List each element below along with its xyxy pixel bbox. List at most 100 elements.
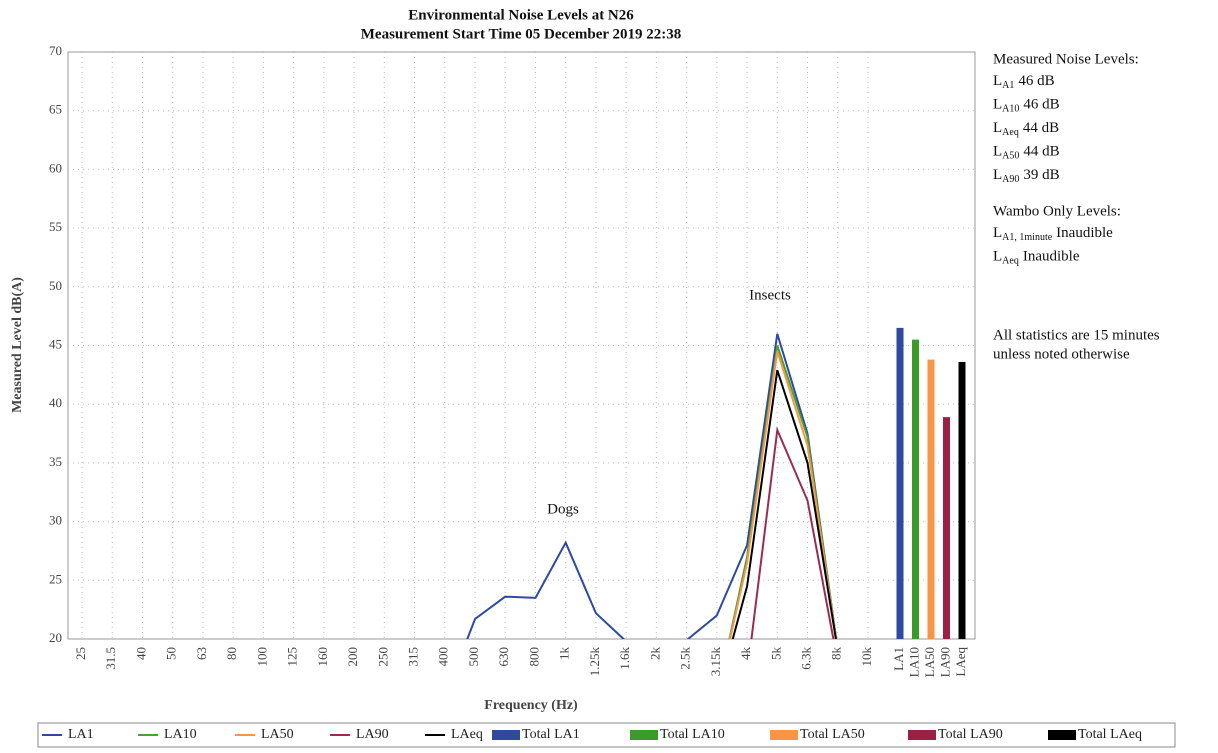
y-tick-label: 35 [49,454,62,469]
note-item: LAeq Inaudible [993,249,1080,267]
x-tick-label: 160 [315,647,330,667]
note-text: 46 dB [1023,97,1059,113]
note-sub: A90 [1002,174,1019,185]
legend-label: LA1 [68,727,94,742]
legend-swatch [1048,730,1076,740]
x-tick-label: 50 [164,647,179,660]
x-tick-label: 1.25k [587,647,602,677]
x-axis-title: Frequency (Hz) [484,698,578,713]
x-tick-label: 1.6k [617,647,632,670]
note-text: 46 dB [1018,73,1054,89]
y-tick-label: 40 [49,395,62,410]
legend-label: LA50 [261,727,294,742]
x-tick-label: 3.15k [708,647,723,677]
note: Measured Noise Levels: [993,51,1139,67]
y-tick-label: 50 [49,278,62,293]
note-sub: Aeq [1002,256,1019,267]
legend-label: LA10 [164,727,197,742]
bar [958,361,966,639]
note: All statistics are 15 minutes [993,327,1160,343]
series-line [728,351,838,639]
x-tick-label: 8k [829,647,844,661]
y-axis-title: Measured Level dB(A) [10,277,25,413]
x-tick-label: LA10 [906,647,921,677]
series-line [466,333,838,639]
x-tick-label: 100 [254,647,269,667]
chart-title: Environmental Noise Levels at N26 [408,7,634,23]
bar [896,327,904,639]
x-tick-label: 10k [859,647,874,667]
bar [912,339,919,639]
note-text: Inaudible [1056,225,1113,241]
note-text: 44 dB [1023,144,1059,160]
note-text: 39 dB [1023,167,1059,183]
x-tick-label: 400 [436,647,451,667]
legend-swatch [908,730,936,740]
note-item: LA10 46 dB [993,97,1060,115]
y-tick-label: 20 [49,630,62,645]
note-main: L [993,144,1002,160]
legend-swatch [770,730,798,740]
x-tick-label: LA1 [891,647,906,671]
x-tick-label: 40 [133,647,148,660]
x-tick-label: 5k [768,647,783,661]
chart-subtitle: Measurement Start Time 05 December 2019 … [361,26,682,42]
annotation: Insects [749,287,791,303]
legend-swatch [630,730,658,740]
note-main: L [993,249,1002,265]
legend-label: LAeq [451,727,483,742]
legend-label: Total LA90 [938,727,1003,742]
x-tick-label: 630 [496,647,511,667]
x-tick-label: LAeq [953,647,968,677]
legend-label: Total LAeq [1078,727,1142,742]
legend-label: Total LA50 [800,727,865,742]
y-tick-label: 70 [49,43,62,58]
x-tick-label: 4k [738,647,753,661]
x-tick-label: LA90 [937,647,952,677]
y-tick-label: 65 [49,102,62,117]
x-tick-label: 315 [406,647,421,667]
y-tick-label: 30 [49,513,62,528]
y-tick-label: 60 [49,160,62,175]
note-item: LA50 44 dB [993,144,1060,162]
x-tick-label: 6.3k [799,647,814,670]
x-tick-label: 2k [647,647,662,661]
note-main: L [993,225,1002,241]
legend-frame [37,722,1176,748]
y-tick-label: 25 [49,571,62,586]
note-sub: A1, 1minute [1002,232,1053,243]
x-tick-label: LA50 [922,647,937,677]
note-sub: A1 [1002,80,1014,91]
note-main: L [993,73,1002,89]
x-tick-label: 800 [526,647,541,667]
bar [943,417,950,639]
note: Wambo Only Levels: [993,203,1121,219]
lines [466,333,838,639]
note-sub: Aeq [1002,127,1019,138]
x-tick-label: 25 [73,647,88,660]
x-tick-label: 80 [224,647,239,660]
bar [927,359,935,639]
note-main: L [993,97,1002,113]
y-tick-label: 45 [49,336,62,351]
note-sub: A10 [1002,104,1019,115]
x-tick-label: 1k [557,647,572,661]
annotation: Dogs [547,501,579,517]
note-item: LA1 46 dB [993,73,1055,91]
x-tick-label: 2.5k [678,647,693,670]
x-tick-label: 500 [466,647,481,667]
legend-swatch [492,730,520,740]
note-sub: A50 [1002,151,1019,162]
note-item: LA90 39 dB [993,167,1060,185]
series-line [750,426,835,639]
series-line [731,369,837,639]
x-tick-label: 31.5 [103,647,118,670]
x-tick-label: 200 [345,647,360,667]
x-tick-label: 125 [285,647,300,667]
y-tick-label: 55 [49,219,62,234]
note: unless noted otherwise [993,346,1130,362]
note-item: LA1, 1minute Inaudible [993,225,1113,243]
note-text: 44 dB [1023,120,1059,136]
note-main: L [993,120,1002,136]
